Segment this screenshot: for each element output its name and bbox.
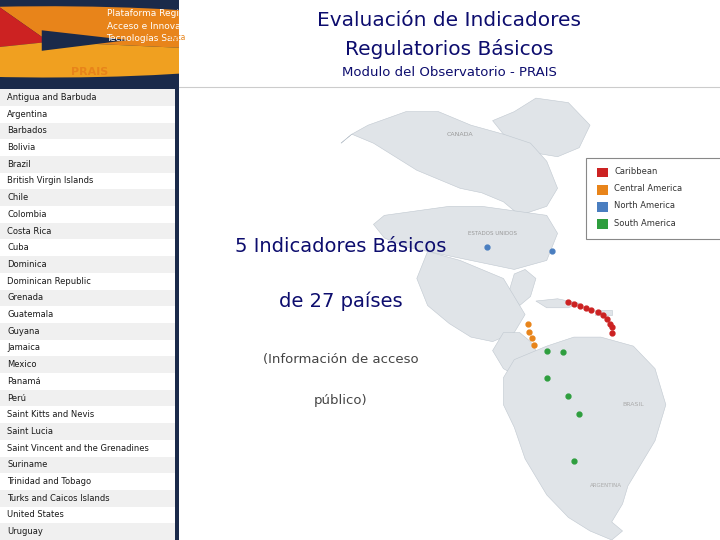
Text: beta: beta: [168, 33, 186, 42]
Text: Mexico: Mexico: [7, 360, 37, 369]
Text: PRAIS: PRAIS: [71, 66, 109, 77]
FancyBboxPatch shape: [0, 106, 179, 123]
Text: BRASIL: BRASIL: [623, 402, 644, 407]
Polygon shape: [42, 30, 128, 51]
Text: Uruguay: Uruguay: [7, 527, 43, 536]
Text: Regulatorios Básicos: Regulatorios Básicos: [345, 39, 554, 59]
FancyBboxPatch shape: [0, 190, 179, 206]
Polygon shape: [417, 252, 525, 342]
Text: Saint Kitts and Nevis: Saint Kitts and Nevis: [7, 410, 94, 419]
Text: CANADA: CANADA: [447, 132, 474, 137]
Polygon shape: [509, 269, 536, 306]
Text: Central America: Central America: [614, 184, 683, 193]
Text: Turks and Caicos Islands: Turks and Caicos Islands: [7, 494, 109, 503]
FancyBboxPatch shape: [179, 0, 720, 89]
Text: Brazil: Brazil: [7, 160, 31, 168]
FancyBboxPatch shape: [0, 407, 179, 423]
Text: Perú: Perú: [7, 394, 26, 402]
FancyBboxPatch shape: [0, 156, 179, 173]
Text: ARGENTINA: ARGENTINA: [590, 483, 622, 488]
Text: 5 Indicadores Básicos: 5 Indicadores Básicos: [235, 238, 446, 256]
FancyBboxPatch shape: [0, 523, 179, 540]
Text: Plataforma Regional sobre
Acceso e Innovación para
Tecnologías Sanitarias: Plataforma Regional sobre Acceso e Innov…: [107, 9, 226, 43]
Polygon shape: [595, 310, 612, 314]
FancyBboxPatch shape: [597, 167, 608, 178]
Polygon shape: [374, 206, 557, 269]
FancyBboxPatch shape: [0, 206, 179, 222]
Text: Guyana: Guyana: [7, 327, 40, 336]
Wedge shape: [0, 6, 337, 54]
FancyBboxPatch shape: [0, 507, 179, 523]
Text: Grenada: Grenada: [7, 293, 43, 302]
FancyBboxPatch shape: [0, 123, 179, 139]
Wedge shape: [0, 7, 49, 65]
FancyBboxPatch shape: [179, 89, 720, 540]
FancyBboxPatch shape: [0, 340, 179, 356]
FancyBboxPatch shape: [0, 423, 179, 440]
Text: Guatemala: Guatemala: [7, 310, 53, 319]
FancyBboxPatch shape: [0, 306, 179, 323]
Text: Colombia: Colombia: [7, 210, 47, 219]
Text: Dominica: Dominica: [7, 260, 47, 269]
FancyBboxPatch shape: [0, 222, 179, 239]
FancyBboxPatch shape: [0, 89, 179, 106]
Text: Chile: Chile: [7, 193, 28, 202]
Text: Suriname: Suriname: [7, 460, 48, 469]
Text: Panamá: Panamá: [7, 377, 41, 386]
FancyBboxPatch shape: [0, 173, 179, 190]
Text: Argentina: Argentina: [7, 110, 48, 119]
Text: Evaluación de Indicadores: Evaluación de Indicadores: [318, 11, 581, 30]
Text: ESTADOS UNIDOS: ESTADOS UNIDOS: [468, 231, 517, 236]
FancyBboxPatch shape: [0, 490, 179, 507]
FancyBboxPatch shape: [0, 473, 179, 490]
Text: United States: United States: [7, 510, 64, 519]
Text: Barbados: Barbados: [7, 126, 47, 136]
FancyBboxPatch shape: [0, 256, 179, 273]
Polygon shape: [503, 337, 666, 540]
FancyBboxPatch shape: [586, 158, 720, 239]
Text: Modulo del Observatorio - PRAIS: Modulo del Observatorio - PRAIS: [342, 66, 557, 79]
FancyBboxPatch shape: [0, 440, 179, 456]
FancyBboxPatch shape: [597, 185, 608, 194]
FancyBboxPatch shape: [0, 273, 179, 289]
Text: (Información de acceso: (Información de acceso: [264, 353, 419, 366]
Polygon shape: [536, 299, 579, 308]
Text: Dominican Republic: Dominican Republic: [7, 276, 91, 286]
Wedge shape: [0, 42, 320, 78]
Text: de 27 países: de 27 países: [279, 291, 402, 311]
Text: público): público): [314, 394, 368, 407]
Text: Bolivia: Bolivia: [7, 143, 35, 152]
Polygon shape: [492, 333, 541, 377]
Text: British Virgin Islands: British Virgin Islands: [7, 177, 94, 185]
FancyBboxPatch shape: [175, 89, 179, 540]
FancyBboxPatch shape: [597, 219, 608, 229]
Text: Trinidad and Tobago: Trinidad and Tobago: [7, 477, 91, 486]
Polygon shape: [492, 98, 590, 157]
Text: Jamaica: Jamaica: [7, 343, 40, 353]
Text: South America: South America: [614, 219, 676, 227]
Text: North America: North America: [614, 201, 675, 211]
Text: Costa Rica: Costa Rica: [7, 227, 52, 235]
FancyBboxPatch shape: [0, 139, 179, 156]
FancyBboxPatch shape: [597, 202, 608, 212]
Text: Saint Lucia: Saint Lucia: [7, 427, 53, 436]
FancyBboxPatch shape: [0, 456, 179, 473]
FancyBboxPatch shape: [0, 239, 179, 256]
FancyBboxPatch shape: [0, 289, 179, 306]
Polygon shape: [341, 112, 557, 215]
Text: Antigua and Barbuda: Antigua and Barbuda: [7, 93, 96, 102]
Text: Cuba: Cuba: [7, 243, 29, 252]
Text: Caribbean: Caribbean: [614, 167, 658, 176]
FancyBboxPatch shape: [0, 356, 179, 373]
FancyBboxPatch shape: [0, 390, 179, 407]
FancyBboxPatch shape: [0, 323, 179, 340]
FancyBboxPatch shape: [0, 373, 179, 390]
Text: Saint Vincent and the Grenadines: Saint Vincent and the Grenadines: [7, 444, 149, 453]
FancyBboxPatch shape: [0, 0, 179, 89]
